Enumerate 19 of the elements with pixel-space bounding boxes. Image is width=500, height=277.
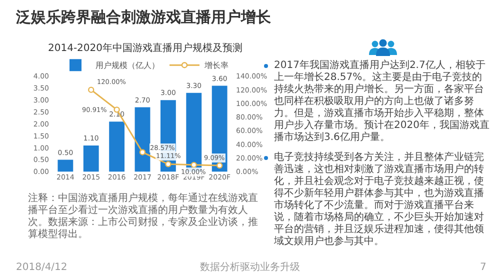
chart-subtitle: 2014-2020年中国游戏直播用户规模及预测	[48, 42, 243, 54]
bar	[109, 122, 125, 172]
text: 2018/4/12	[16, 262, 68, 274]
text: 数据分析驱动业务升级	[200, 262, 300, 274]
bar	[83, 145, 99, 172]
text: 2017年我国游戏直播用户达到2.7亿人，相较于上一年增长28.57%。这主要是由于电子竞技的持续火热带来的用户增长。另一方面，各家平台也同样在积极吸取用户的方向上也做了诸多努力。但是，游戏直播市场开始步入平稳期，整体用户步入存量市场。预计在2020年，我国游戏直播市场达到3.6亿用户量。	[274, 60, 490, 144]
point	[165, 161, 172, 168]
text: 7	[480, 262, 486, 274]
bar	[58, 160, 74, 172]
point	[190, 162, 197, 168]
point	[216, 162, 223, 169]
legend-label: 增长率	[204, 61, 228, 70]
bar	[134, 107, 150, 172]
text: 电子竞技持续受到各方关注，并且整体产业链完善迅速，这也相对刺激了游戏直播市场用户的转化，并且社会观念对于电子竞技越来越正视，使得不少新年轻用户群体参与其中，也为游戏直播市场转化了不少流量。而对于游戏直播平台来说，随着市场格局的确立，不少巨头开始加速对平台的营销，并且泛娱乐进程加速，使得其他领域文娱用户也参与其中。	[274, 152, 485, 248]
text: 注释：中国游戏直播用户规模，每年通过在线游戏直播平台至少看过一次游戏直播的用户数量为有效人次。数据来源：上市公司财报，专家及企业访谈，推算模型得出。	[28, 193, 259, 241]
chart-title: 泛娱乐跨界融合刺激游戏直播用户增长	[16, 8, 271, 27]
point	[139, 149, 146, 156]
point	[88, 86, 94, 93]
legend-label: 用户规模（亿人）	[96, 61, 160, 70]
